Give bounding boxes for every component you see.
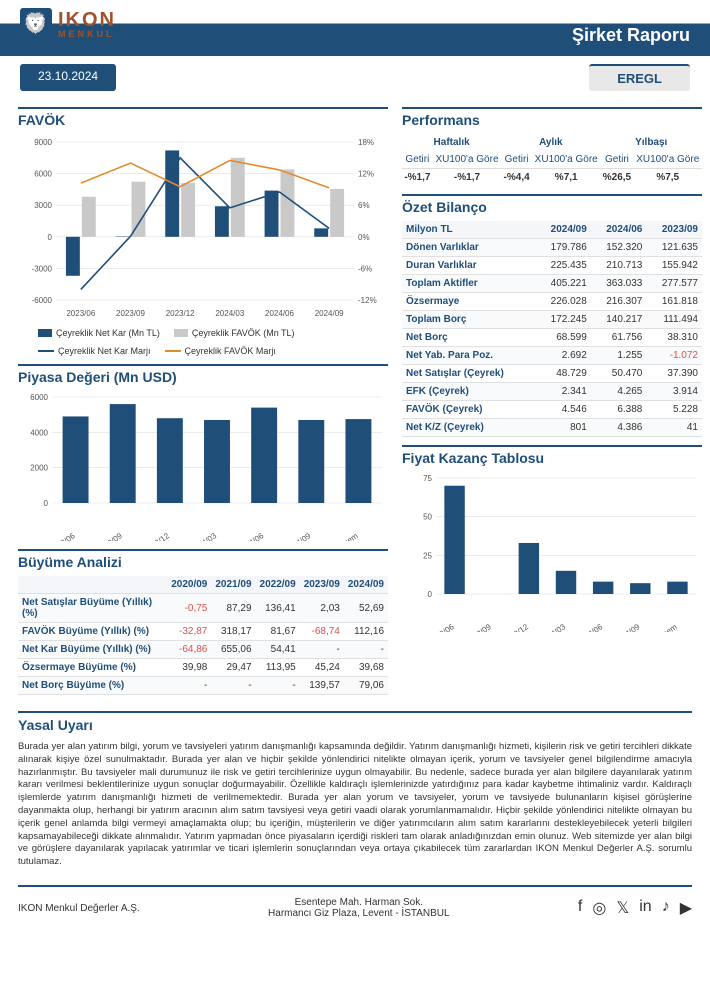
svg-text:2023/12: 2023/12: [166, 309, 195, 318]
svg-text:2024/03: 2024/03: [538, 622, 567, 632]
svg-text:-6%: -6%: [358, 264, 372, 273]
fk-chart: 0 25 50 75 2023/06 2023/09 2023/12 2024/03 2024/…: [402, 472, 702, 632]
svg-text:2024/06: 2024/06: [265, 309, 294, 318]
piyasa-chart: 0 2000 4000 6000 2023/06 2023/09 2023/12 2024/0…: [18, 391, 388, 541]
performans-table: HaftalıkAylıkYılbaşıGetiriXU100'a GöreGe…: [402, 134, 702, 186]
tiktok-icon[interactable]: ♪: [662, 898, 670, 918]
svg-text:18%: 18%: [358, 138, 374, 147]
svg-text:0%: 0%: [358, 233, 370, 242]
svg-text:6000: 6000: [34, 170, 52, 179]
page-header: IKON MENKUL Şirket Raporu: [0, 0, 710, 56]
youtube-icon[interactable]: ▶: [680, 898, 692, 918]
svg-text:75: 75: [423, 474, 432, 483]
svg-text:2024/09: 2024/09: [284, 531, 313, 541]
svg-text:2024/06: 2024/06: [236, 531, 265, 541]
svg-text:6000: 6000: [30, 393, 48, 402]
svg-text:2023/12: 2023/12: [501, 622, 530, 632]
svg-text:2023/12: 2023/12: [142, 531, 171, 541]
svg-text:6%: 6%: [358, 201, 370, 210]
svg-text:3000: 3000: [34, 201, 52, 210]
svg-text:0: 0: [428, 590, 433, 599]
svg-text:2024/09: 2024/09: [613, 622, 642, 632]
favok-legend: Çeyreklik Net Kar (Mn TL) Çeyreklik FAVÖ…: [18, 328, 388, 356]
svg-text:50: 50: [423, 513, 432, 522]
svg-text:2023/09: 2023/09: [116, 309, 145, 318]
svg-text:0: 0: [48, 233, 53, 242]
svg-text:2024/03: 2024/03: [215, 309, 244, 318]
report-title: Şirket Raporu: [572, 25, 690, 50]
brand-line1: IKON: [58, 10, 116, 30]
lion-icon: [20, 8, 52, 40]
svg-text:12%: 12%: [358, 170, 374, 179]
svg-text:-6000: -6000: [32, 296, 53, 305]
legend-netkar-bar: Çeyreklik Net Kar (Mn TL): [56, 328, 160, 338]
legal-text: Burada yer alan yatırım bilgi, yorum ve …: [18, 741, 692, 869]
svg-text:4000: 4000: [30, 428, 48, 437]
facebook-icon[interactable]: f: [578, 898, 582, 918]
perf-title: Performans: [402, 107, 702, 128]
favok-title: FAVÖK: [18, 107, 388, 128]
svg-text:2023/09: 2023/09: [95, 531, 124, 541]
svg-text:25: 25: [423, 551, 432, 560]
svg-text:-3000: -3000: [32, 264, 53, 273]
brand-line2: MENKUL: [58, 30, 116, 39]
report-date: 23.10.2024: [20, 64, 116, 91]
buyume-table: 2020/092021/092022/092023/092024/09Net S…: [18, 576, 388, 695]
legend-favok-line: Çeyreklik FAVÖK Marjı: [185, 346, 276, 356]
footer-company: IKON Menkul Değerler A.Ş.: [18, 903, 140, 914]
buyume-title: Büyüme Analizi: [18, 549, 388, 570]
bilanco-table: Milyon TL2024/092024/062023/09Dönen Varl…: [402, 221, 702, 437]
svg-text:2024/06: 2024/06: [575, 622, 604, 632]
linkedin-icon[interactable]: in: [639, 898, 651, 918]
legend-netkar-line: Çeyreklik Net Kar Marjı: [58, 346, 151, 356]
svg-text:2023/06: 2023/06: [427, 622, 456, 632]
svg-text:2023/06: 2023/06: [48, 531, 77, 541]
svg-text:-12%: -12%: [358, 296, 377, 305]
legend-favok-bar: Çeyreklik FAVÖK (Mn TL): [192, 328, 295, 338]
instagram-icon[interactable]: ◎: [592, 898, 606, 918]
footer-address: Esentepe Mah. Harman Sok. Harmancı Giz P…: [140, 897, 578, 919]
social-icons: f ◎ 𝕏 in ♪ ▶: [578, 898, 692, 918]
subheader: 23.10.2024 EREGL: [0, 56, 710, 99]
page-footer: IKON Menkul Değerler A.Ş. Esentepe Mah. …: [18, 885, 692, 929]
svg-text:9000: 9000: [34, 138, 52, 147]
svg-text:2000: 2000: [30, 464, 48, 473]
svg-text:2023/06: 2023/06: [66, 309, 95, 318]
ticker: EREGL: [589, 64, 690, 91]
svg-text:Cari Dönem: Cari Dönem: [319, 531, 359, 541]
fk-title: Fiyat Kazanç Tablosu: [402, 445, 702, 466]
svg-text:2023/09: 2023/09: [464, 622, 493, 632]
brand-logo: IKON MENKUL: [20, 8, 116, 40]
legal-section: Yasal Uyarı Burada yer alan yatırım bilg…: [0, 705, 710, 875]
legal-title: Yasal Uyarı: [18, 711, 692, 735]
bilanco-title: Özet Bilanço: [402, 194, 702, 215]
x-icon[interactable]: 𝕏: [616, 898, 629, 918]
piyasa-title: Piyasa Değeri (Mn USD): [18, 364, 388, 385]
favok-chart: -6000 -3000 0 3000 6000 9000 -12% -6% 0% 6% 12% 18%…: [18, 134, 388, 356]
svg-text:2024/09: 2024/09: [315, 309, 344, 318]
svg-text:0: 0: [44, 499, 49, 508]
svg-text:2024/03: 2024/03: [189, 531, 218, 541]
svg-text:Cari Dönem: Cari Dönem: [638, 622, 678, 632]
